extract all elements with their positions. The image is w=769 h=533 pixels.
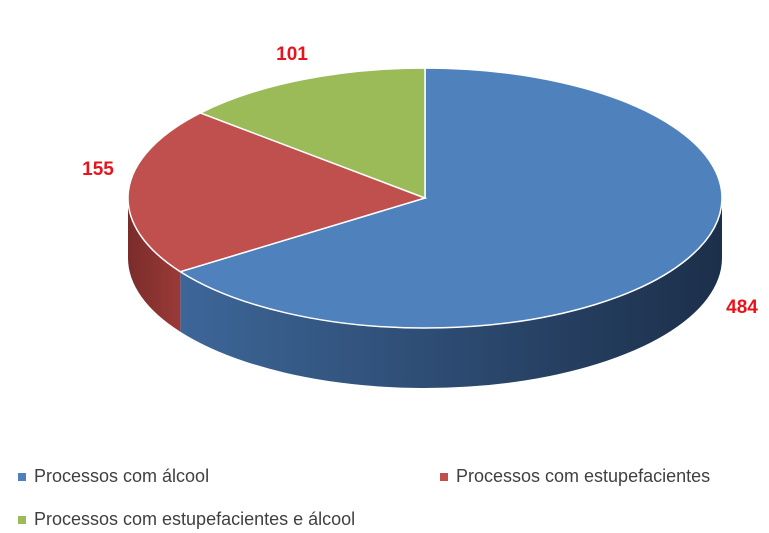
legend-swatch bbox=[18, 473, 26, 481]
pie-side bbox=[128, 198, 181, 332]
pie-slice bbox=[127, 112, 428, 273]
legend-label: Processos com álcool bbox=[34, 466, 209, 486]
data-label: 484 bbox=[726, 297, 758, 318]
legend-swatch bbox=[18, 516, 26, 524]
pie-slice bbox=[198, 67, 426, 200]
legend-swatch bbox=[440, 473, 448, 481]
data-label: 101 bbox=[276, 44, 308, 65]
pie-side bbox=[180, 198, 722, 388]
data-label: 155 bbox=[82, 159, 114, 180]
legend-label: Processos com estupefacientes bbox=[456, 466, 710, 486]
pie-slice bbox=[178, 67, 723, 329]
legend-label: Processos com estupefacientes e álcool bbox=[34, 509, 355, 529]
